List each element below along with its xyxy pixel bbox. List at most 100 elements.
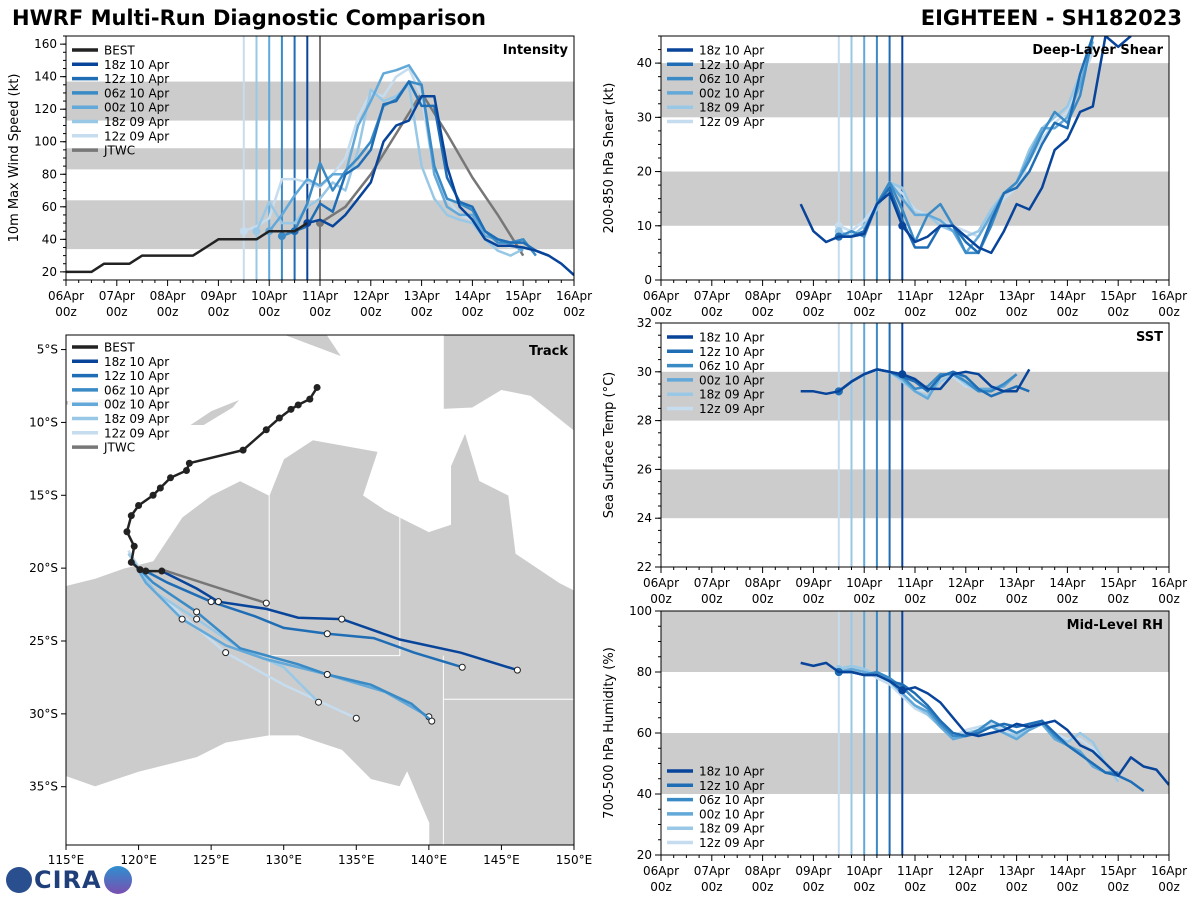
y-tick-label: 20 xyxy=(637,848,652,862)
x-tick-label-hour: 00z xyxy=(258,305,280,319)
best-track-point xyxy=(123,528,131,536)
legend-label: 12z 10 Apr xyxy=(104,369,169,383)
y-tick-label: 140 xyxy=(34,70,57,84)
panel-intensity: 06Apr 00z 07Apr 00z 08Apr 00z 09Apr 00z 10Apr 00z… xyxy=(7,35,592,319)
init-marker xyxy=(252,227,261,236)
legend-label: 06z 10 Apr xyxy=(104,383,169,397)
x-tick-label-date: 15Apr xyxy=(1100,864,1136,878)
x-tick-label-date: 12Apr xyxy=(353,289,389,303)
x-tick-label-hour: 00z xyxy=(803,880,825,894)
x-tick-label-hour: 00z xyxy=(208,305,230,319)
panel-title: Track xyxy=(529,344,568,359)
forecast-point xyxy=(214,598,222,606)
y-tick-label: 20 xyxy=(637,165,652,179)
x-tick-label-date: 14Apr xyxy=(1049,864,1085,878)
x-tick-label-hour: 00z xyxy=(1158,592,1180,606)
x-tick-label-date: 13Apr xyxy=(999,289,1035,303)
y-tick-label: 60 xyxy=(637,726,652,740)
x-tick-label-date: 10Apr xyxy=(251,289,287,303)
x-tick-label-hour: 00z xyxy=(1006,592,1028,606)
longitude-label: 150°E xyxy=(556,853,593,867)
x-tick-label-hour: 00z xyxy=(563,305,585,319)
latitude-label: 5°S xyxy=(37,343,58,357)
legend-label: 12z 09 Apr xyxy=(104,129,169,143)
x-tick-label-date: 09Apr xyxy=(200,289,236,303)
x-tick-label-date: 13Apr xyxy=(404,289,440,303)
best-track-point xyxy=(275,414,283,422)
x-tick-label-date: 06Apr xyxy=(643,864,679,878)
best-track-point xyxy=(182,467,190,475)
x-tick-label-hour: 00z xyxy=(904,880,926,894)
forecast-point xyxy=(193,615,201,623)
x-tick-label-date: 08Apr xyxy=(150,289,186,303)
legend-label: 06z 10 Apr xyxy=(699,793,764,807)
forecast-point xyxy=(352,714,360,722)
y-tick-label: 80 xyxy=(637,665,652,679)
x-tick-label-hour: 00z xyxy=(752,305,774,319)
x-tick-label-hour: 00z xyxy=(106,305,128,319)
series-line-18z-10-Apr xyxy=(799,36,1132,255)
x-tick-label-hour: 00z xyxy=(955,305,977,319)
x-tick-label-date: 13Apr xyxy=(999,864,1035,878)
latitude-label: 20°S xyxy=(29,561,58,575)
best-track-point xyxy=(135,501,143,509)
best-track-point xyxy=(313,383,321,391)
track-line-18z-10-Apr xyxy=(161,569,518,672)
x-tick-label-date: 08Apr xyxy=(745,289,781,303)
legend-label: 18z 10 Apr xyxy=(104,58,169,72)
plot-area xyxy=(661,611,1169,855)
x-tick-label-date: 10Apr xyxy=(846,864,882,878)
series-line-18z-10-Apr xyxy=(800,661,1169,786)
forecast-point xyxy=(315,698,323,706)
x-tick-label-date: 16Apr xyxy=(1151,864,1187,878)
track-line-JTWC xyxy=(161,568,267,605)
y-axis-label: Sea Surface Temp (°C) xyxy=(602,372,617,519)
forecast-point xyxy=(323,671,331,679)
x-tick-label-date: 14Apr xyxy=(1049,576,1085,590)
x-tick-label-hour: 00z xyxy=(411,305,433,319)
best-track-point xyxy=(130,542,138,550)
x-tick-label-hour: 00z xyxy=(904,592,926,606)
legend-label: BEST xyxy=(104,44,135,58)
x-tick-label-date: 10Apr xyxy=(846,576,882,590)
best-track-point xyxy=(185,459,193,467)
x-tick-label-hour: 00z xyxy=(1158,880,1180,894)
x-tick-label-date: 06Apr xyxy=(643,576,679,590)
y-tick-label: 100 xyxy=(629,604,652,618)
series-line-18z-10-Apr xyxy=(800,368,1031,396)
x-tick-label-hour: 00z xyxy=(1006,305,1028,319)
y-tick-label: 120 xyxy=(34,102,57,116)
best-track-point xyxy=(127,558,135,566)
best-track-point xyxy=(149,491,157,499)
x-tick-label-date: 11Apr xyxy=(897,289,933,303)
plot-area xyxy=(661,36,1169,280)
x-tick-label-date: 14Apr xyxy=(1049,289,1085,303)
y-tick-label: 24 xyxy=(637,511,652,525)
panel-title: SST xyxy=(1136,330,1163,345)
legend-label: 06z 10 Apr xyxy=(104,86,169,100)
x-tick-label-hour: 00z xyxy=(701,592,723,606)
globe-icon xyxy=(6,867,32,893)
latitude-label: 15°S xyxy=(29,488,58,502)
agency-seal-icon xyxy=(103,866,132,894)
panel-track: 115°E 120°E 125°E 130°E 135°E 140°E 145°E 150°E… xyxy=(29,334,593,867)
plot-area xyxy=(66,36,574,280)
panel-title: Deep-Layer Shear xyxy=(1032,43,1163,58)
x-tick-label-hour: 00z xyxy=(955,880,977,894)
y-tick-label: 40 xyxy=(637,787,652,801)
y-tick-label: 22 xyxy=(637,560,652,574)
forecast-point xyxy=(222,649,230,657)
legend-label: 00z 10 Apr xyxy=(104,101,169,115)
x-tick-label-date: 11Apr xyxy=(302,289,338,303)
series-line-BEST xyxy=(66,222,308,274)
best-track-point xyxy=(156,484,164,492)
x-tick-label-date: 08Apr xyxy=(745,576,781,590)
best-track-point xyxy=(239,446,247,454)
y-tick-label: 40 xyxy=(637,56,652,70)
y-axis-label: 700-500 hPa Humidity (%) xyxy=(602,647,617,819)
best-track-point xyxy=(287,405,295,413)
legend-label: 18z 10 Apr xyxy=(699,44,764,58)
series-line-12z-10-Apr xyxy=(838,36,1094,255)
